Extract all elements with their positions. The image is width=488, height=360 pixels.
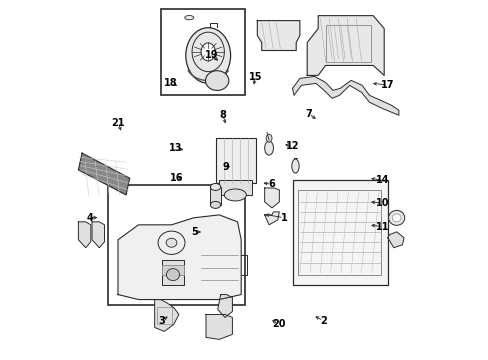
Bar [107,185,244,305]
Polygon shape [118,215,241,300]
Ellipse shape [205,71,228,90]
Ellipse shape [291,159,299,173]
Text: 2: 2 [319,316,326,325]
Bar [210,187,220,205]
Polygon shape [205,315,232,339]
Bar [162,265,183,275]
Text: 11: 11 [375,222,388,231]
Text: 6: 6 [267,179,274,189]
Text: 18: 18 [164,78,178,88]
Polygon shape [78,222,91,248]
Ellipse shape [210,184,220,190]
Ellipse shape [166,238,177,247]
Ellipse shape [210,201,220,208]
Text: 1: 1 [280,213,287,222]
Bar [162,260,183,285]
Text: 13: 13 [168,143,182,153]
Ellipse shape [391,214,400,222]
Bar [292,180,387,285]
Ellipse shape [264,141,273,155]
Polygon shape [292,76,398,115]
Text: 21: 21 [111,118,125,128]
Polygon shape [387,232,403,248]
Text: 4: 4 [86,213,93,222]
Bar [298,190,380,275]
Text: 10: 10 [375,198,388,208]
Text: 14: 14 [375,175,388,185]
Ellipse shape [185,28,230,83]
Text: 17: 17 [381,80,394,90]
Text: 20: 20 [271,319,285,329]
Polygon shape [264,212,279,225]
Text: 12: 12 [285,141,299,151]
Polygon shape [217,294,232,318]
Polygon shape [257,21,299,50]
Bar [160,9,244,95]
Text: 9: 9 [222,162,229,172]
Bar [219,180,252,195]
Bar [325,24,370,62]
Ellipse shape [166,269,179,280]
Ellipse shape [265,134,271,142]
Polygon shape [306,15,384,75]
Text: 5: 5 [191,227,198,237]
Text: 16: 16 [169,173,183,183]
Text: 15: 15 [248,72,262,82]
Ellipse shape [201,43,215,61]
Bar [157,306,171,324]
Text: 3: 3 [158,316,164,325]
Ellipse shape [184,15,193,20]
Text: 8: 8 [219,111,226,121]
Polygon shape [78,153,129,195]
Text: 7: 7 [305,109,312,119]
Polygon shape [154,300,179,332]
Bar [215,138,255,183]
Ellipse shape [224,189,246,201]
Text: 19: 19 [204,50,218,60]
Polygon shape [264,188,279,208]
Polygon shape [92,222,104,248]
Ellipse shape [388,210,404,225]
